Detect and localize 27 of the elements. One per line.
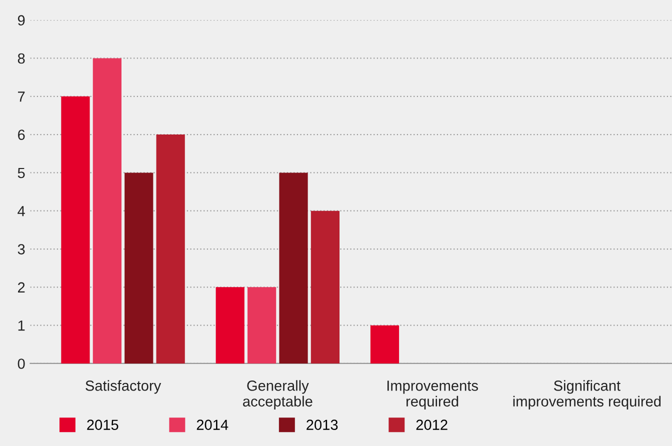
y-tick-label: 7 bbox=[18, 92, 25, 102]
bar bbox=[370, 325, 400, 364]
legend-label: 2014 bbox=[196, 420, 228, 430]
bar bbox=[279, 172, 308, 364]
bar bbox=[124, 172, 154, 364]
bar bbox=[92, 58, 122, 364]
bar bbox=[216, 287, 244, 364]
x-tick-label: Satisfactory bbox=[86, 380, 162, 394]
y-tick-label: 4 bbox=[18, 206, 25, 216]
y-tick-label: 8 bbox=[18, 53, 25, 64]
y-tick-label: 9 bbox=[18, 15, 25, 26]
x-tick-label: Significant improvements required bbox=[513, 380, 661, 410]
x-tick-label: Improvements required bbox=[387, 380, 478, 410]
x-tick-label: Generally acceptable bbox=[243, 380, 312, 410]
legend-label: 2012 bbox=[416, 420, 448, 430]
bar bbox=[156, 134, 185, 364]
bar bbox=[310, 210, 340, 364]
y-tick-label: 6 bbox=[18, 130, 25, 140]
y-tick-label: 2 bbox=[18, 282, 25, 292]
legend-label: 2015 bbox=[87, 420, 118, 430]
y-tick-label: 3 bbox=[18, 244, 25, 254]
bar bbox=[248, 287, 276, 364]
bar bbox=[61, 96, 90, 364]
legend-label: 2013 bbox=[306, 420, 338, 430]
y-tick-label: 1 bbox=[18, 320, 25, 331]
y-tick-label: 5 bbox=[18, 168, 25, 178]
y-tick-label: 0 bbox=[18, 358, 25, 369]
